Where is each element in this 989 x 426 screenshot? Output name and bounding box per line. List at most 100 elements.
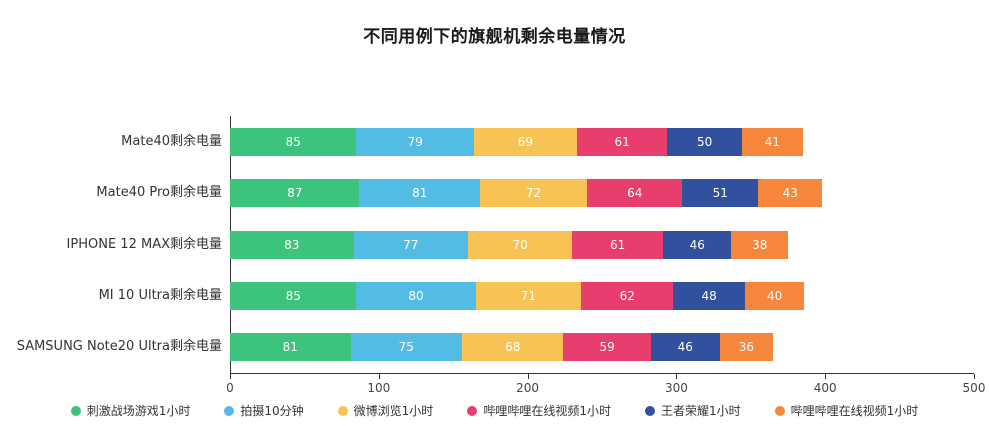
bar-segment[interactable]: 75 [350,333,463,362]
bar-segment[interactable]: 83 [230,230,354,259]
bar-value-label: 40 [766,288,783,303]
bar-value-label: 41 [764,134,780,149]
x-axis-tick-label: 300 [664,381,688,395]
x-axis-tick [676,374,678,379]
bar-value-label: 77 [403,237,419,252]
bar-segment[interactable]: 70 [468,230,573,259]
bar-value-label: 81 [412,186,428,201]
bar-value-label: 79 [407,134,423,149]
legend-item[interactable]: 微博浏览1小时 [337,402,434,419]
legend-item[interactable]: 哔哩哔哩在线视频1小时 [774,402,919,419]
bar-value-label: 69 [517,134,533,149]
bar-segment[interactable]: 81 [230,333,351,362]
bar-segment[interactable]: 38 [731,230,788,259]
bar-value-label: 87 [287,186,303,201]
bar-segment[interactable]: 81 [359,179,480,208]
bar-value-label: 85 [285,288,301,303]
bar-segment[interactable]: 80 [356,281,476,310]
bar-segment[interactable]: 41 [741,127,803,156]
bar-value-label: 61 [614,134,630,149]
bar-segment[interactable]: 72 [479,179,588,208]
bar-segment[interactable]: 79 [356,127,475,156]
y-axis-category-label: Mate40剩余电量 [121,133,222,149]
legend-label: 拍摄10分钟 [240,404,304,418]
x-axis-tick [527,374,529,379]
y-axis-category-label: SAMSUNG Note20 Ultra剩余电量 [16,339,222,355]
bar-segment[interactable]: 61 [576,127,668,156]
x-axis-tick-label: 500 [962,381,986,395]
bar-segment[interactable]: 40 [744,281,805,310]
bar-value-label: 85 [285,134,301,149]
bar-value-label: 46 [677,340,693,355]
x-axis-tick-label: 400 [813,381,837,395]
legend-dot-icon [644,405,655,416]
bar-segment[interactable]: 50 [667,127,742,156]
legend-label: 哔哩哔哩在线视频1小时 [790,404,919,418]
bar-value-label: 43 [782,186,798,201]
x-axis-tick-label: 0 [226,381,234,395]
legend-dot-icon [70,405,81,416]
legend-dot-icon [467,405,478,416]
legend-item[interactable]: 王者荣耀1小时 [644,402,741,419]
bar-value-label: 61 [609,237,626,252]
bar-value-label: 38 [752,237,768,252]
bar-value-label: 59 [599,340,615,355]
bar-segment[interactable]: 48 [673,281,745,310]
legend-label: 王者荣耀1小时 [660,404,741,418]
bar-value-label: 64 [627,186,643,201]
legend-label: 刺激战场游戏1小时 [86,404,191,418]
legend-item[interactable]: 哔哩哔哩在线视频1小时 [467,402,611,419]
bar-segment[interactable]: 85 [230,281,357,310]
bar-segment[interactable]: 59 [563,333,652,362]
bar-segment[interactable]: 87 [230,179,360,208]
legend: 刺激战场游戏1小时 拍摄10分钟 微博浏览1小时 哔哩哔哩在线视频1小时 王者荣耀1小时… [0,402,989,419]
x-axis-tick [378,374,380,379]
bar-segment[interactable]: 62 [581,281,674,310]
legend-dot-icon [224,405,235,416]
x-axis-line [230,373,974,374]
bar-value-label: 68 [505,340,521,355]
bar-value-label: 51 [712,186,728,201]
y-axis-category-label: MI 10 Ultra剩余电量 [98,287,222,303]
bar-value-label: 36 [738,340,754,355]
bar-segment[interactable]: 46 [651,333,720,362]
x-axis-tick-label: 200 [516,381,540,395]
x-axis-tick [230,374,231,379]
legend-item[interactable]: 拍摄10分钟 [224,402,304,419]
bar-value-label: 80 [408,288,424,303]
bar-value-label: 83 [284,237,300,252]
bar-segment[interactable]: 69 [474,127,577,156]
x-axis-tick [825,374,827,379]
bar-value-label: 81 [282,340,298,355]
bar-segment[interactable]: 85 [230,127,357,156]
legend-label: 哔哩哔哩在线视频1小时 [483,404,611,418]
bar-value-label: 72 [525,186,542,201]
bar-value-label: 70 [512,237,528,252]
bar-segment[interactable]: 61 [572,230,663,259]
legend-dot-icon [774,405,785,416]
bar-segment[interactable]: 68 [462,333,564,362]
legend-label: 微博浏览1小时 [353,404,434,418]
bar-segment[interactable]: 71 [475,281,582,310]
bar-value-label: 71 [520,288,536,303]
bar-segment[interactable]: 46 [663,230,732,259]
bar-segment[interactable]: 51 [682,179,759,208]
bar-value-label: 50 [697,134,713,149]
bar-value-label: 48 [701,288,717,303]
legend-dot-icon [337,405,348,416]
bar-value-label: 75 [398,340,414,355]
x-axis-tick [974,374,975,379]
bar-segment[interactable]: 43 [758,179,823,208]
bar-value-label: 62 [619,288,635,303]
bar-segment[interactable]: 77 [353,230,469,259]
chart-title: 不同用例下的旗舰机剩余电量情况 [363,27,626,47]
x-axis-tick-label: 100 [367,381,391,395]
bar-segment[interactable]: 64 [587,179,683,208]
y-axis-category-label: Mate40 Pro剩余电量 [96,185,222,201]
legend-item[interactable]: 刺激战场游戏1小时 [70,402,191,419]
bar-segment[interactable]: 36 [719,333,774,362]
bar-value-label: 46 [689,237,705,252]
y-axis-category-label: IPHONE 12 MAX剩余电量 [66,236,222,252]
